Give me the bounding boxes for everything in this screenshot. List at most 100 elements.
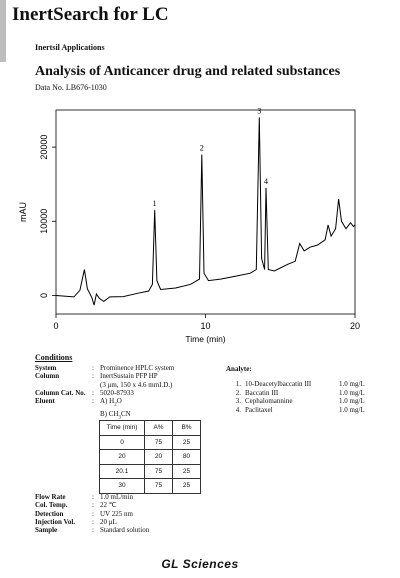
analyte-number: 3.: [235, 397, 241, 405]
condition-row: (3 μm, 150 x 4.6 mmI.D.): [35, 381, 174, 389]
condition-value: Prominence HPLC system: [100, 364, 175, 372]
condition-row: Eluent: A) H2O: [35, 397, 174, 410]
colon: :: [92, 526, 94, 535]
x-tick-label: 0: [53, 321, 58, 331]
analyte-number: 2.: [235, 388, 241, 397]
colon: :: [92, 372, 94, 381]
condition-row: Col. Temp.:22 ℃: [35, 501, 149, 509]
analyte-section: Analyte: 1. 10-Deacetylbaccatin III 1.0 mg…: [226, 365, 365, 414]
condition-value: 1.0 mL/min: [100, 493, 134, 501]
condition-row: Column Cat. No.:5020-87933: [35, 389, 174, 397]
header-accent-bar: [0, 0, 6, 62]
condition-label: Flow Rate: [35, 493, 66, 501]
condition-value: 5020-87933: [100, 388, 134, 397]
table-header-row: Time (min) A% B%: [99, 420, 201, 436]
gradient-table: Time (min) A% B% 0 75 25 20 20 80 20.1 75 25 3…: [99, 420, 201, 494]
x-axis-label: Time (min): [185, 334, 225, 344]
page-title: InertSearch for LC: [12, 4, 169, 25]
table-row: 20.1 75 25: [99, 463, 201, 479]
table-cell: 25: [172, 434, 201, 450]
peak-label: 2: [200, 144, 204, 153]
condition-label: Column Cat. No.: [35, 388, 86, 397]
colon: :: [92, 364, 94, 372]
condition-label: Detection: [35, 509, 64, 518]
condition-value: Standard solution: [100, 526, 150, 535]
peak-label: 3: [257, 106, 261, 115]
condition-row: B) CH3CN: [35, 410, 174, 423]
peak-label: 1: [153, 199, 157, 208]
table-cell: 0: [99, 434, 145, 450]
condition-label: Eluent: [35, 397, 55, 406]
conditions-section-2: Flow Rate:1.0 mL/min Col. Temp.:22 ℃ Det…: [35, 493, 149, 534]
colon: :: [92, 493, 94, 501]
condition-label: Column: [35, 372, 60, 381]
colon: :: [92, 509, 94, 518]
conditions-heading: Conditions: [35, 353, 73, 362]
condition-row: System: Prominence HPLC system: [35, 364, 174, 372]
table-cell: 75: [144, 463, 173, 479]
y-tick-label: 0: [39, 293, 49, 298]
analyte-item: 1. 10-Deacetylbaccatin III 1.0 mg/L: [226, 380, 365, 389]
condition-value: 20 μL: [100, 517, 117, 526]
table-row: 20 20 80: [99, 449, 201, 465]
analyte-number: 4.: [235, 405, 241, 414]
analyte-name: 10-Deacetylbaccatin III: [245, 380, 312, 388]
condition-value: InertSustain PFP HP: [100, 372, 158, 381]
x-tick-label: 10: [200, 321, 210, 331]
condition-value: (3 μm, 150 x 4.6 mmI.D.): [100, 380, 173, 389]
condition-row: Injection Vol.:20 μL: [35, 518, 149, 526]
condition-value: UV 225 nm: [100, 509, 133, 518]
peak-label: 4: [264, 177, 268, 186]
condition-row: Detection: UV 225 nm: [35, 510, 149, 518]
condition-label: Sample: [35, 526, 58, 535]
table-cell: 75: [144, 434, 173, 450]
table-header: Time (min): [99, 420, 145, 436]
table-cell: 20: [144, 449, 173, 465]
analyte-concentration: 1.0 mg/L: [339, 380, 365, 388]
page-subtitle: Inertsil Applications: [35, 43, 105, 52]
condition-value: B) CH3CN: [100, 409, 131, 421]
table-cell: 20.1: [99, 463, 145, 479]
condition-value: 22 ℃: [100, 501, 117, 510]
colon: :: [92, 501, 94, 510]
condition-row: Flow Rate:1.0 mL/min: [35, 493, 149, 501]
analyte-number: 1.: [235, 380, 241, 388]
table-cell: 80: [172, 449, 201, 465]
colon: :: [92, 388, 94, 397]
table-header: B%: [172, 420, 201, 436]
condition-row: Sample: Standard solution: [35, 526, 149, 534]
condition-label: System: [35, 364, 57, 372]
analyte-item: 3. Cephalomannine 1.0 mg/L: [226, 397, 365, 406]
analyte-heading: Analyte:: [226, 365, 252, 373]
analysis-title: Analysis of Anticancer drug and related …: [35, 64, 341, 79]
table-cell: 25: [172, 463, 201, 479]
chromatogram-trace: [55, 117, 356, 306]
table-header: A%: [144, 420, 173, 436]
analyte-item: 2. Baccatin III 1.0 mg/L: [226, 389, 365, 398]
table-cell: 25: [172, 478, 201, 494]
plot-frame: [55, 109, 356, 315]
analyte-concentration: 1.0 mg/L: [339, 405, 365, 414]
data-number: Data No. LB676-1030: [35, 83, 107, 92]
table-row: 0 75 25: [99, 434, 201, 450]
analyte-name: Baccatin III: [245, 388, 279, 397]
y-tick-label: 10000: [39, 209, 49, 234]
analyte-concentration: 1.0 mg/L: [339, 397, 365, 405]
condition-label: Col. Temp.: [35, 501, 68, 510]
colon: :: [92, 517, 94, 526]
condition-label: Injection Vol.: [35, 517, 76, 526]
table-cell: 20: [99, 449, 145, 465]
colon: :: [92, 397, 94, 406]
table-cell: 75: [144, 478, 173, 494]
y-tick-label: 20000: [39, 135, 49, 160]
y-axis-label: mAU: [18, 202, 28, 222]
chromatogram-chart: 0 10000 20000 0 10 20 mAU Time (min) 1 2 3 4: [18, 106, 360, 344]
analyte-name: Cephalomannine: [245, 397, 293, 405]
table-cell: 30: [99, 478, 145, 494]
conditions-section: Conditions System: Prominence HPLC system…: [35, 353, 174, 423]
condition-value: A) H2O: [100, 397, 122, 408]
gl-sciences-logo: GL Sciences: [161, 557, 239, 571]
analyte-concentration: 1.0 mg/L: [339, 388, 365, 397]
table-row: 30 75 25: [99, 478, 201, 494]
condition-row: Column: InertSustain PFP HP: [35, 372, 174, 380]
